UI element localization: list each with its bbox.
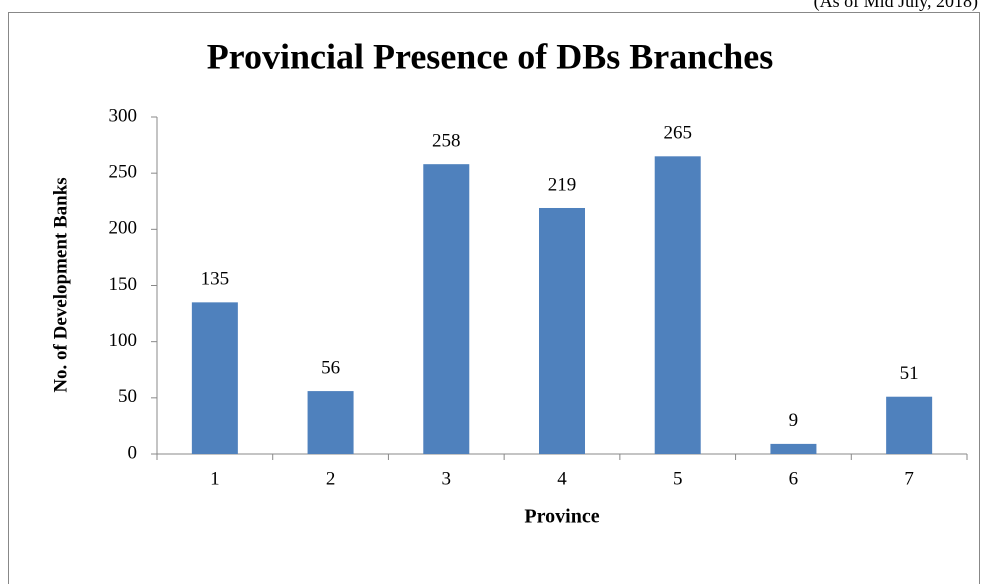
chart-border: [8, 12, 980, 584]
bar: [307, 391, 354, 454]
x-axis-label: Province: [524, 506, 599, 528]
x-tick-label: 3: [442, 468, 452, 489]
data-label: 56: [321, 357, 340, 378]
y-tick-label: 250: [109, 162, 138, 183]
chart-title: Provincial Presence of DBs Branches: [207, 36, 774, 76]
data-label: 219: [548, 174, 577, 195]
x-tick-label: 2: [326, 468, 336, 489]
data-label: 51: [900, 363, 919, 384]
data-label: 9: [789, 410, 799, 431]
x-tick-label: 5: [673, 468, 683, 489]
data-label: 258: [432, 131, 461, 152]
bar: [770, 443, 817, 454]
y-axis-label: No. of Development Banks: [50, 177, 71, 392]
y-tick-label: 200: [109, 218, 138, 239]
x-tick-label: 1: [210, 468, 220, 489]
x-tick-label: 7: [904, 468, 914, 489]
x-tick-label: 6: [789, 468, 799, 489]
y-tick-label: 300: [109, 105, 138, 126]
y-tick-label: 50: [118, 386, 137, 407]
bar: [886, 396, 933, 454]
x-tick-label: 4: [557, 468, 567, 489]
bar: [423, 164, 470, 454]
chart-subtitle: (As of Mid July, 2018): [814, 0, 978, 12]
data-label: 135: [201, 269, 230, 290]
y-tick-label: 150: [109, 274, 138, 295]
bar: [191, 302, 238, 454]
y-tick-label: 100: [109, 330, 138, 351]
data-label: 265: [663, 123, 692, 144]
y-tick-label: 0: [128, 442, 138, 463]
bar: [654, 156, 701, 455]
bar: [539, 207, 585, 454]
